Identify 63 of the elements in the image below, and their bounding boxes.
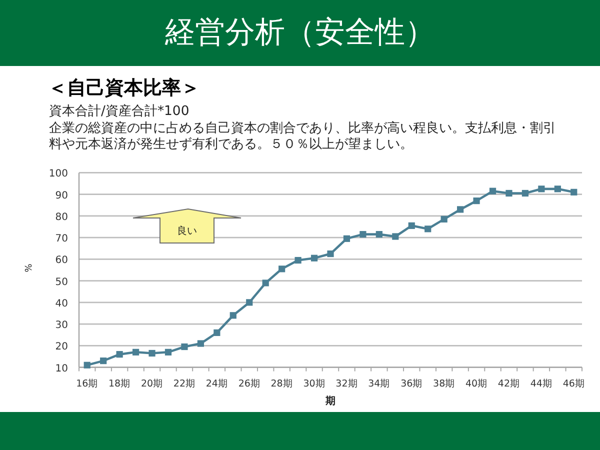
point	[84, 362, 90, 368]
point	[262, 280, 269, 286]
x-tick-label: 30期	[303, 377, 326, 390]
point	[489, 188, 496, 194]
x-tick-label: 18期	[108, 377, 131, 390]
x-tick-label: 22期	[173, 377, 196, 390]
y-tick-label: 20	[55, 342, 68, 353]
point	[132, 348, 140, 356]
x-axis-title: 期	[324, 395, 336, 407]
point	[164, 348, 172, 356]
point	[506, 190, 512, 197]
annotation: 良い	[177, 225, 197, 237]
y-tick-label: 100	[48, 168, 68, 180]
y-tick-label: 60	[55, 255, 68, 266]
x-tick-label: 28期	[270, 377, 293, 390]
point	[343, 235, 350, 242]
point	[278, 266, 286, 272]
point	[522, 190, 529, 197]
point	[424, 226, 432, 232]
point	[197, 340, 204, 347]
point	[100, 358, 107, 364]
y-tick-label: 80	[55, 212, 68, 223]
point	[570, 188, 578, 196]
point	[181, 343, 188, 350]
x-tick-label: 44期	[530, 377, 552, 390]
x-tick-label: 40期	[465, 377, 488, 390]
x-tick-label: 24期	[206, 377, 228, 390]
x-tick-label: 36期	[400, 377, 423, 390]
x-tick-label: 32期	[336, 377, 358, 390]
y-axis-title: %	[22, 264, 32, 273]
y-tick-label: 30	[55, 320, 68, 332]
point	[230, 312, 236, 319]
y-tick-label: 90	[55, 190, 68, 202]
point	[327, 250, 334, 258]
text: 企業の総資産の中に占める自己資本の割合であり、比率が高い程良い。支払利息・割引料や元本返済が発生せず有利である。５０％以上が望ましい。	[49, 121, 557, 153]
point	[214, 329, 220, 336]
point	[310, 254, 318, 262]
point	[408, 222, 415, 229]
x-tick-label: 42期	[498, 377, 520, 390]
point	[360, 231, 366, 238]
point	[116, 351, 123, 358]
x-tick-label: 20期	[140, 377, 164, 390]
point	[473, 198, 480, 204]
y-tick-label: 70	[55, 234, 68, 245]
x-tick-label: 34期	[368, 377, 390, 390]
x-tick-label: 46期	[562, 377, 585, 390]
x-tick-label: 38期	[433, 377, 456, 390]
y-tick-label: 40	[55, 298, 68, 310]
x-tick-label: 26期	[238, 377, 260, 390]
y-tick-label: 50	[55, 276, 68, 288]
text: 資本合計/資産合計*100	[49, 104, 190, 120]
chart-subtitle: ＜自己資本比率＞	[48, 76, 200, 100]
point	[457, 206, 464, 213]
point	[554, 186, 561, 192]
point	[376, 231, 382, 238]
point	[392, 233, 399, 240]
point	[246, 299, 253, 306]
x-tick-label: 16期	[76, 377, 98, 390]
point	[440, 216, 448, 222]
point	[148, 350, 156, 357]
point	[538, 186, 545, 192]
point	[294, 256, 302, 264]
y-tick-label: 10	[55, 363, 68, 374]
